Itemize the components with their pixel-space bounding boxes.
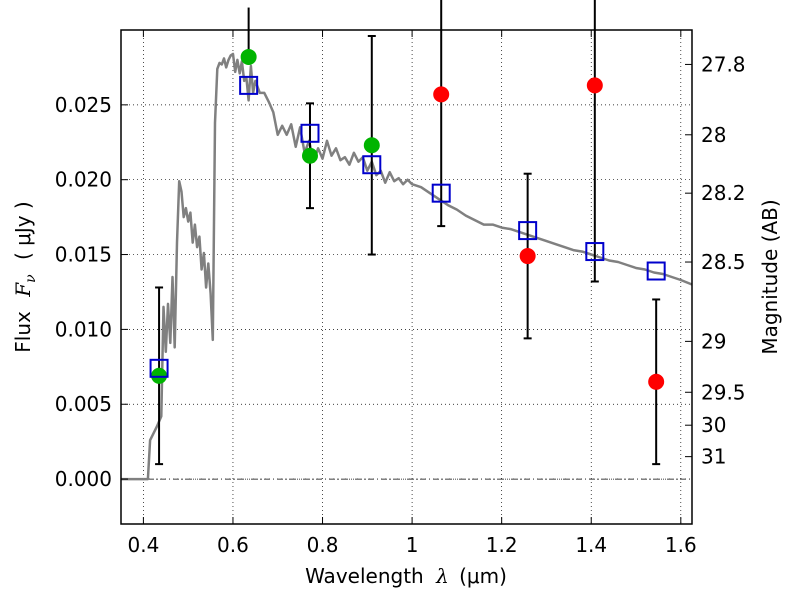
magnitude-tick-label: 30 <box>701 413 726 437</box>
y-axis-label-unit: ( μJy ) <box>11 201 35 260</box>
magnitude-tick-label: 29 <box>701 329 726 353</box>
model-photometry-marker <box>431 183 451 203</box>
x-axis-label-symbol: λ <box>435 564 449 588</box>
y-tick-label: 0.000 <box>55 467 112 491</box>
magnitude-tick-label: 27.8 <box>701 52 746 76</box>
y-tick-label: 0.020 <box>55 168 112 192</box>
x-tick-label: 0.6 <box>217 533 249 557</box>
x-axis-label-unit: (μm) <box>459 564 507 588</box>
x-tick-label: 1.2 <box>486 533 518 557</box>
detection-point <box>301 147 318 164</box>
detection-point <box>363 137 380 154</box>
upper-limit-point <box>586 77 603 94</box>
magnitude-tick-label: 28 <box>701 123 726 147</box>
y-tick-label: 0.025 <box>55 93 112 117</box>
x-tick-label: 0.8 <box>307 533 339 557</box>
magnitude-tick-label: 28.2 <box>701 181 746 205</box>
y-tick-label: 0.010 <box>55 317 112 341</box>
model-photometry-marker <box>518 221 538 241</box>
magnitude-tick-label: 31 <box>701 445 726 469</box>
upper-limit-point <box>433 86 450 103</box>
y-tick-label: 0.015 <box>55 243 112 267</box>
model-photometry-marker <box>646 261 666 281</box>
upper-limit-point <box>519 248 536 265</box>
magnitude-axis-ticks: 27.8 28 28.2 28.5 29 29.5 30 31 <box>685 52 746 469</box>
detection-point <box>240 48 257 65</box>
model-photometry-marker <box>585 242 605 262</box>
y-axis-label-symbol: F <box>11 282 35 298</box>
x-tick-label: 1.4 <box>575 533 607 557</box>
upper-limit-point <box>648 373 665 390</box>
y-axis-label-text: Flux <box>11 311 35 353</box>
x-axis-label-text: Wavelength <box>305 564 424 588</box>
x-tick-label: 1.6 <box>665 533 697 557</box>
magnitude-tick-label: 28.5 <box>701 250 746 274</box>
model-photometry-marker <box>362 155 382 175</box>
y-axis-label-subscript: ν <box>23 274 39 283</box>
plot-content <box>121 0 693 481</box>
detection-point <box>151 367 168 384</box>
x-tick-label: 0.4 <box>127 533 159 557</box>
plot-frame <box>120 29 693 525</box>
x-axis-label: Wavelength λ (μm) <box>305 564 507 588</box>
model-spectrum-line <box>121 52 693 481</box>
model-photometry-marker <box>149 358 169 378</box>
y-tick-label: 0.005 <box>55 392 112 416</box>
model-photometry-marker <box>239 75 259 95</box>
x-tick-label: 1 <box>406 533 419 557</box>
model-photometry-marker <box>300 123 320 143</box>
y-axis-ticks: 0.000 0.005 0.010 0.015 0.020 0.025 <box>55 93 128 491</box>
magnitude-axis-label: Magnitude (AB) <box>758 199 782 354</box>
magnitude-tick-label: 29.5 <box>701 380 746 404</box>
y-axis-label: Flux Fν ( μJy ) <box>11 201 40 352</box>
x-axis-ticks: 0.4 0.6 0.8 1 1.2 1.4 1.6 <box>127 30 697 557</box>
